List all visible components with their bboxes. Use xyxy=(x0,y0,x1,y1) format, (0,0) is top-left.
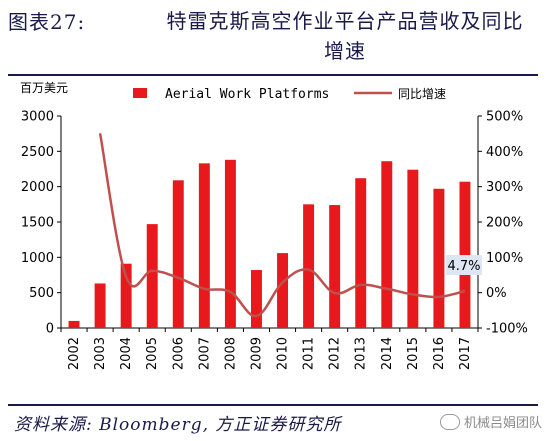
bar xyxy=(433,188,445,328)
bar-series xyxy=(68,159,471,328)
y-left-tick-label: 1000 xyxy=(21,251,54,266)
legend: Aerial Work Platforms 同比增速 xyxy=(133,87,446,102)
legend-line-label: 同比增速 xyxy=(398,87,446,101)
x-tick-label: 2013 xyxy=(354,337,369,370)
x-tick-label: 2009 xyxy=(249,337,264,370)
y-right-ticks: -100% 0% 100% 200% 300% 400% 500% xyxy=(478,110,528,337)
bar xyxy=(381,161,393,328)
combo-chart: 百万美元 Aerial Work Platforms 同比增速 0 500 1000… xyxy=(20,81,528,370)
x-tick-label: 2015 xyxy=(406,337,421,370)
line-series xyxy=(98,133,466,318)
x-tick-label: 2006 xyxy=(171,337,186,370)
x-tick-label: 2004 xyxy=(119,337,134,370)
x-tick-label: 2003 xyxy=(93,337,108,370)
annotation-box xyxy=(445,255,482,276)
bar xyxy=(355,178,367,328)
bar xyxy=(120,263,132,328)
wechat-icon xyxy=(439,413,460,430)
figure-title: 特雷克斯高空作业平台产品营收及同比增速 xyxy=(166,9,524,63)
x-tick-label: 2014 xyxy=(380,337,395,370)
bottom-rule xyxy=(8,404,538,406)
bar xyxy=(172,180,184,328)
bar xyxy=(94,283,106,328)
bar xyxy=(250,270,262,328)
x-tick-label: 2005 xyxy=(145,337,160,370)
legend-bar-label: Aerial Work Platforms xyxy=(165,87,329,102)
x-ticks: 2002 2003 2004 2005 2006 2007 2008 2009 2010 2011… xyxy=(60,328,479,370)
y-right-tick-label: 200% xyxy=(486,216,523,231)
x-tick-label: 2002 xyxy=(67,337,82,370)
bar xyxy=(146,224,158,328)
y-right-tick-label: 100% xyxy=(486,251,523,266)
y-left-tick-label: 1500 xyxy=(21,216,54,231)
bar xyxy=(198,163,210,328)
y-left-tick-label: 0 xyxy=(46,322,54,337)
y-left-unit-label: 百万美元 xyxy=(20,81,68,95)
bar xyxy=(277,253,289,328)
line-path xyxy=(98,133,466,318)
annotation-label: 4.7% xyxy=(447,259,480,274)
x-tick-label: 2017 xyxy=(458,337,473,370)
bar xyxy=(224,159,236,328)
watermark: 机械吕娟团队 xyxy=(439,412,542,431)
y-right-tick-label: 300% xyxy=(486,180,523,195)
y-right-tick-label: 500% xyxy=(486,110,523,125)
bar xyxy=(329,205,341,328)
legend-bar-swatch xyxy=(133,88,147,98)
bar xyxy=(459,181,471,328)
figure-header: 图表27: 特雷克斯高空作业平台产品营收及同比增速 xyxy=(0,0,550,70)
y-right-tick-label: 0% xyxy=(486,286,507,301)
y-left-tick-label: 500 xyxy=(29,286,54,301)
y-left-ticks: 0 500 1000 1500 2000 2500 3000 xyxy=(21,110,61,337)
x-tick-label: 2010 xyxy=(276,337,291,370)
y-right-tick-label: 400% xyxy=(486,145,523,160)
y-left-tick-label: 2000 xyxy=(21,180,54,195)
x-tick-label: 2012 xyxy=(328,337,343,370)
x-tick-label: 2016 xyxy=(432,337,447,370)
bar xyxy=(68,320,80,328)
top-rule xyxy=(8,74,538,76)
source-note: 资料来源: Bloomberg, 方正证券研究所 xyxy=(14,415,342,435)
figure-number: 图表27: xyxy=(8,10,86,34)
y-right-tick-label: -100% xyxy=(486,322,528,337)
y-left-tick-label: 2500 xyxy=(21,145,54,160)
x-tick-label: 2008 xyxy=(223,337,238,370)
x-tick-label: 2011 xyxy=(302,337,317,370)
bar xyxy=(407,169,419,328)
watermark-text: 机械吕娟团队 xyxy=(463,416,542,431)
bar xyxy=(303,204,315,328)
y-left-tick-label: 3000 xyxy=(21,110,54,125)
x-tick-label: 2007 xyxy=(197,337,212,370)
annotation: 4.7% xyxy=(445,255,482,276)
